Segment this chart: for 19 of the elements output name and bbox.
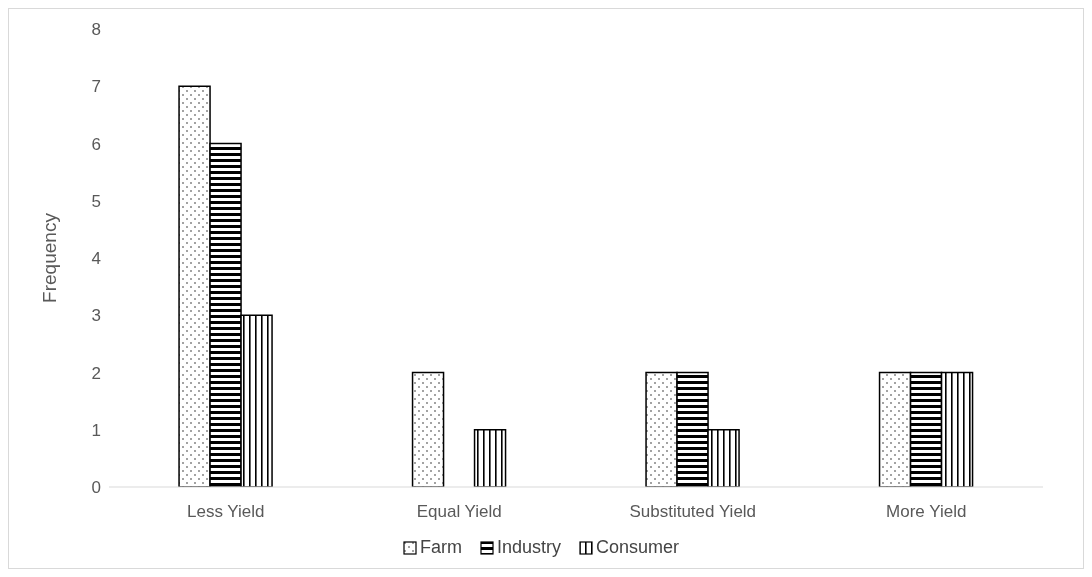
x-tick-label: Substituted Yield — [629, 502, 757, 522]
legend-label: Farm — [418, 537, 462, 558]
x-tick-label: Equal Yield — [416, 502, 502, 522]
y-axis-title: Frequency — [38, 212, 60, 303]
bar — [473, 429, 507, 487]
y-tick-label: 1 — [91, 420, 101, 440]
bar — [411, 371, 445, 487]
x-tick-label: More Yield — [886, 502, 967, 522]
y-tick-label: 7 — [91, 77, 101, 97]
x-tick-label: Less Yield — [187, 502, 265, 522]
legend-label: Industry — [495, 537, 561, 558]
y-tick-label: 4 — [91, 249, 101, 269]
y-tick-label: 8 — [91, 20, 101, 40]
y-tick-label: 0 — [91, 478, 101, 498]
y-tick-label: 2 — [91, 363, 101, 383]
y-tick-label: 3 — [91, 306, 101, 326]
legend-label: Consumer — [595, 537, 680, 558]
y-tick-label: 6 — [91, 134, 101, 154]
y-tick-label: 5 — [91, 191, 101, 211]
